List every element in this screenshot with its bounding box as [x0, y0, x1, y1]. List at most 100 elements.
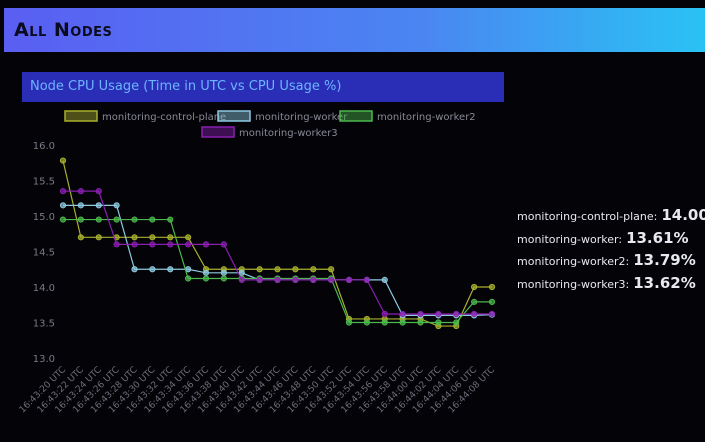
data-point: [292, 276, 299, 283]
stat-label: monitoring-worker:: [517, 232, 623, 246]
data-point: [59, 188, 67, 195]
header: All Nodes: [4, 8, 705, 52]
legend-swatch: [201, 126, 235, 138]
data-point: [381, 319, 388, 326]
data-point: [488, 298, 496, 306]
legend-label: monitoring-worker2: [377, 112, 476, 123]
stat-value: 13.79%: [633, 251, 696, 269]
data-point: [345, 276, 353, 283]
data-point: [95, 202, 102, 209]
legend-label: monitoring-worker3: [239, 128, 338, 139]
data-point: [292, 266, 299, 273]
y-tick-label: 13.0: [33, 354, 55, 365]
data-point: [131, 216, 138, 223]
data-point: [328, 276, 335, 283]
data-point: [381, 310, 388, 318]
data-point: [417, 310, 424, 318]
data-point: [77, 202, 84, 209]
data-point: [471, 283, 478, 291]
data-point: [256, 276, 263, 283]
legend-label: monitoring-worker: [255, 112, 348, 123]
data-point: [471, 298, 478, 306]
data-point: [381, 276, 388, 283]
data-point: [488, 310, 496, 318]
data-point: [202, 275, 210, 282]
chart-title: Node CPU Usage (Time in UTC vs CPU Usage…: [30, 79, 342, 94]
data-point: [453, 319, 460, 326]
data-point: [167, 266, 174, 273]
data-point: [59, 157, 67, 164]
data-point: [149, 216, 156, 223]
data-point: [113, 241, 120, 248]
data-point: [310, 276, 317, 283]
data-point: [185, 234, 192, 241]
data-point: [256, 266, 263, 273]
y-tick-label: 14.5: [33, 248, 55, 259]
data-point: [399, 319, 406, 326]
legend-label: monitoring-control-plane: [102, 112, 226, 123]
data-point: [167, 216, 174, 223]
data-point: [435, 310, 442, 318]
data-point: [149, 266, 156, 273]
data-point: [59, 202, 67, 209]
data-point: [77, 234, 84, 241]
stat-row: monitoring-worker: 13.61%: [517, 228, 705, 251]
stat-value: 13.62%: [633, 273, 696, 292]
y-tick-label: 16.0: [33, 141, 55, 152]
chart-title-bar: Node CPU Usage (Time in UTC vs CPU Usage…: [22, 72, 504, 102]
stat-value: 13.61%: [626, 228, 689, 247]
data-point: [471, 310, 478, 318]
data-point: [310, 266, 317, 273]
data-point: [202, 241, 210, 248]
stat-row: monitoring-control-plane:14.00%: [517, 205, 705, 228]
data-point: [131, 234, 138, 241]
data-point: [185, 241, 192, 248]
data-point: [59, 216, 67, 223]
data-point: [345, 319, 353, 326]
data-point: [149, 241, 156, 248]
data-point: [113, 216, 120, 223]
data-point: [435, 319, 442, 326]
stat-label: monitoring-worker3:: [517, 277, 630, 291]
data-point: [95, 234, 102, 241]
data-point: [220, 269, 227, 276]
data-point: [488, 283, 496, 291]
series-line: [63, 190, 492, 315]
data-point: [417, 319, 424, 326]
y-tick-label: 15.0: [33, 212, 55, 223]
data-point: [238, 276, 245, 283]
stat-row: monitoring-worker2: 13.79%: [517, 250, 705, 273]
data-point: [202, 269, 210, 276]
data-point: [131, 241, 138, 248]
data-point: [363, 319, 370, 326]
series-line: [63, 204, 493, 316]
stat-value: 14.00%: [661, 206, 705, 224]
legend-swatch: [64, 110, 98, 122]
stat-label: monitoring-worker2:: [517, 255, 630, 268]
data-point: [220, 275, 227, 282]
data-point: [238, 269, 245, 276]
data-point: [131, 266, 138, 273]
data-point: [363, 276, 370, 283]
data-point: [185, 275, 192, 282]
y-tick-label: 13.5: [33, 319, 55, 330]
data-point: [167, 241, 174, 248]
data-point: [274, 276, 281, 283]
data-point: [77, 188, 84, 195]
legend-swatch: [217, 110, 251, 122]
data-point: [77, 216, 84, 223]
stat-label: monitoring-control-plane:: [517, 210, 658, 223]
y-tick-label: 15.5: [33, 177, 55, 188]
header-title: All Nodes: [14, 19, 113, 41]
data-point: [95, 188, 102, 195]
data-point: [167, 234, 174, 241]
legend-swatch: [339, 110, 373, 122]
stat-row: monitoring-worker3: 13.62%: [517, 273, 705, 296]
data-point: [113, 202, 120, 209]
data-point: [453, 310, 460, 318]
y-tick-label: 14.0: [33, 283, 55, 294]
data-point: [95, 216, 102, 223]
data-point: [274, 266, 281, 273]
